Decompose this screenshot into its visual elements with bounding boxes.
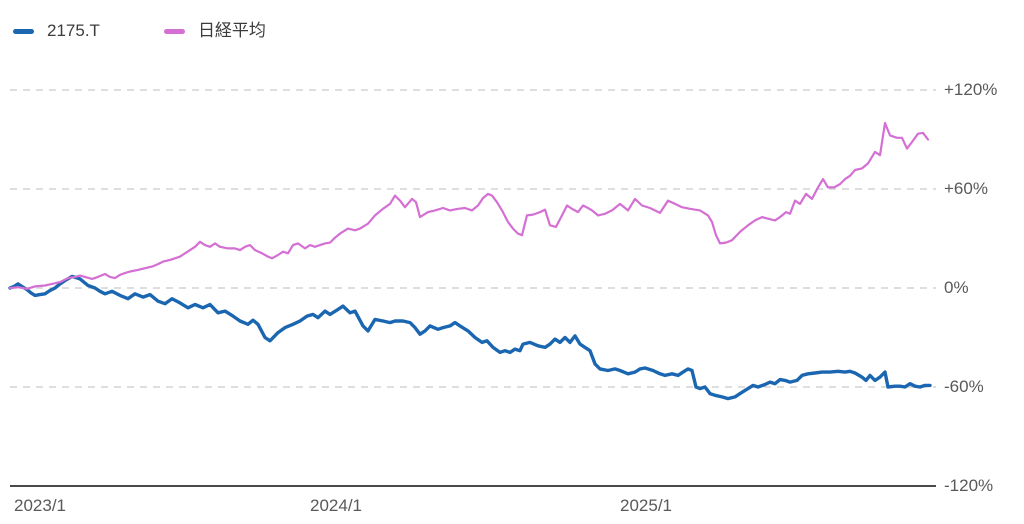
legend-label-2175t: 2175.T [47,21,100,40]
legend-item-nikkei: 日経平均 [163,21,266,41]
legend-swatch-nikkei-icon [163,28,185,34]
y-axis-label: -120% [944,476,994,495]
series-line-2175t [8,274,932,401]
legend-label-nikkei: 日経平均 [197,21,266,40]
y-axis-label: +120% [944,80,998,99]
legend: 2175.T 日経平均 [13,21,266,41]
legend-item-2175t: 2175.T [13,21,100,41]
x-axis-label: 2024/1 [310,496,362,515]
y-axis-label: +60% [944,179,988,198]
y-axis-label: -60% [944,377,984,396]
legend-swatch-2175t-icon [13,28,34,34]
x-axis-label: 2023/1 [14,496,66,515]
x-axis-label: 2025/1 [620,496,672,515]
series-line-nikkei [8,121,930,290]
y-axis-label: 0% [944,278,969,297]
